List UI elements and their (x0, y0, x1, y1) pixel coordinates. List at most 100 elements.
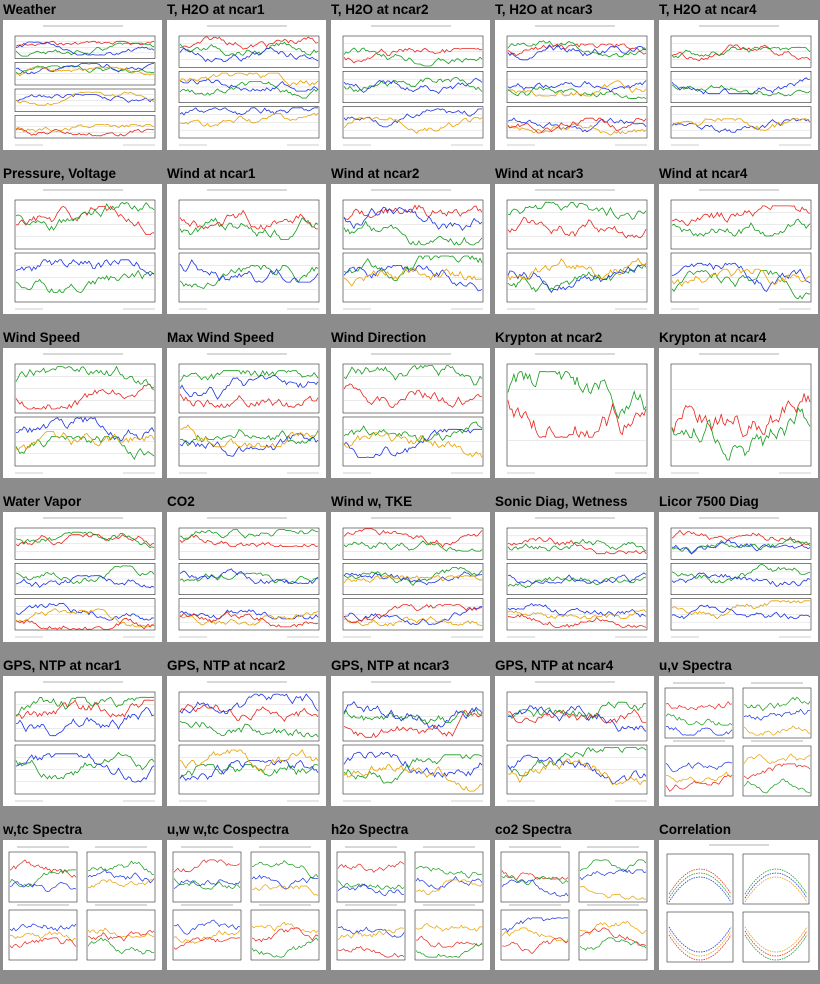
plot-title-link[interactable]: Wind at ncar3 (495, 166, 584, 181)
spectrum-trace (173, 878, 241, 890)
plot-title-link[interactable]: Licor 7500 Diag (659, 494, 759, 509)
krypton-plot-thumbnail[interactable] (659, 348, 818, 478)
correlation-panel-frame (742, 853, 810, 905)
trace-line (179, 107, 318, 116)
spectrum-trace (173, 859, 241, 873)
trace-line (343, 76, 483, 93)
trace-line (179, 763, 319, 779)
plot-title-link[interactable]: Pressure, Voltage (3, 166, 117, 181)
gps-ntp-plot-thumbnail[interactable] (3, 676, 162, 806)
plot-title-link[interactable]: CO2 (167, 494, 195, 509)
plot-title-link[interactable]: Wind Direction (331, 330, 427, 345)
plot-title-link[interactable]: co2 Spectra (495, 822, 572, 837)
spectrum-trace (337, 945, 405, 958)
sonic-diag-plot-thumbnail[interactable] (495, 512, 654, 642)
plot-title-link[interactable]: GPS, NTP at ncar2 (167, 658, 286, 673)
temperature-humidity-plot-thumbnail[interactable] (167, 20, 326, 150)
plot-title-link[interactable]: Krypton at ncar2 (495, 330, 603, 345)
spectrum-trace (9, 859, 77, 878)
spectra-plot-thumbnail[interactable] (495, 840, 654, 970)
plot-title-link[interactable]: Wind at ncar2 (331, 166, 420, 181)
water-vapor-plot-thumbnail[interactable] (3, 512, 162, 642)
gps-ntp-plot-thumbnail[interactable] (167, 676, 326, 806)
plot-title-link[interactable]: h2o Spectra (331, 822, 409, 837)
trace-line (179, 429, 319, 447)
trace-line (179, 374, 319, 400)
spectrum-panel-frame (336, 909, 406, 961)
trace-line (671, 268, 811, 287)
trace-line (343, 264, 483, 292)
correlation-trace (744, 930, 808, 957)
wind-w-tke-plot-thumbnail[interactable] (331, 512, 490, 642)
plot-title-link[interactable]: Correlation (659, 822, 732, 837)
plot-title-link[interactable]: Krypton at ncar4 (659, 330, 767, 345)
spectrum-trace (579, 927, 647, 946)
plot-title-link[interactable]: Weather (3, 2, 57, 17)
plot-cell: T, H2O at ncar1 (164, 0, 326, 164)
weather-plot-thumbnail[interactable] (3, 20, 162, 150)
wind-plot-thumbnail[interactable] (659, 184, 818, 314)
wind-speed-plot-thumbnail[interactable] (3, 348, 162, 478)
plot-title-link[interactable]: Sonic Diag, Wetness (495, 494, 628, 509)
pressure-voltage-plot-thumbnail[interactable] (3, 184, 162, 314)
plot-title-link[interactable]: T, H2O at ncar1 (167, 2, 265, 17)
plot-title-link[interactable]: Max Wind Speed (167, 330, 275, 345)
thumbnail-background (495, 512, 654, 642)
plot-title-link[interactable]: Wind at ncar1 (167, 166, 256, 181)
plot-title-link[interactable]: Wind w, TKE (331, 494, 413, 509)
spectrum-panel-frame (500, 851, 570, 903)
plot-title-link[interactable]: T, H2O at ncar2 (331, 2, 429, 17)
plot-cell: h2o Spectra (328, 820, 490, 984)
temperature-humidity-plot-thumbnail[interactable] (659, 20, 818, 150)
correlation-plot-thumbnail[interactable] (659, 840, 818, 970)
trace-line (15, 751, 155, 780)
trace-line (179, 72, 319, 87)
plot-title-link[interactable]: GPS, NTP at ncar1 (3, 658, 122, 673)
wind-plot-thumbnail[interactable] (167, 184, 326, 314)
spectrum-panel-frame (578, 851, 648, 903)
co2-plot-thumbnail[interactable] (167, 512, 326, 642)
spectrum-trace (251, 860, 319, 880)
thumbnail-background (331, 512, 490, 642)
spectra-plot-thumbnail[interactable] (331, 840, 490, 970)
trace-line (343, 606, 483, 625)
gps-ntp-plot-thumbnail[interactable] (495, 676, 654, 806)
correlation-trace (744, 934, 808, 961)
spectrum-panel-frame (414, 909, 484, 961)
spectra-plot-thumbnail[interactable] (3, 840, 162, 970)
plot-title-link[interactable]: GPS, NTP at ncar3 (331, 658, 450, 673)
spectra-plot-thumbnail[interactable] (659, 676, 818, 806)
correlation-trace (668, 868, 732, 895)
trace-line (507, 708, 646, 724)
plot-title-link[interactable]: T, H2O at ncar3 (495, 2, 593, 17)
wind-plot-thumbnail[interactable] (331, 184, 490, 314)
plot-title-link[interactable]: w,tc Spectra (3, 822, 83, 837)
cospectra-plot-thumbnail[interactable] (167, 840, 326, 970)
plot-title-link[interactable]: u,w w,tc Cospectra (167, 822, 289, 837)
max-wind-speed-plot-thumbnail[interactable] (167, 348, 326, 478)
plot-title-link[interactable]: u,v Spectra (659, 658, 732, 673)
trace-line (671, 564, 811, 584)
wind-plot-thumbnail[interactable] (495, 184, 654, 314)
plot-title-link[interactable]: Water Vapor (3, 494, 82, 509)
trace-line (15, 124, 155, 133)
spectrum-panel-frame (664, 745, 734, 797)
krypton-plot-thumbnail[interactable] (495, 348, 654, 478)
licor-diag-plot-thumbnail[interactable] (659, 512, 818, 642)
trace-line (343, 47, 483, 64)
plot-title-link[interactable]: T, H2O at ncar4 (659, 2, 757, 17)
plot-title-link[interactable]: Wind at ncar4 (659, 166, 748, 181)
gps-ntp-plot-thumbnail[interactable] (331, 676, 490, 806)
temperature-humidity-plot-thumbnail[interactable] (495, 20, 654, 150)
temperature-humidity-plot-thumbnail[interactable] (331, 20, 490, 150)
correlation-trace (744, 872, 808, 899)
trace-line (671, 205, 811, 227)
plot-title-link[interactable]: Wind Speed (3, 330, 81, 345)
plot-title-link[interactable]: GPS, NTP at ncar4 (495, 658, 614, 673)
trace-line (343, 751, 483, 778)
trace-line (15, 565, 155, 584)
spectrum-trace (743, 753, 811, 764)
wind-direction-plot-thumbnail[interactable] (331, 348, 490, 478)
trace-line (15, 431, 155, 451)
spectrum-trace (501, 927, 569, 943)
